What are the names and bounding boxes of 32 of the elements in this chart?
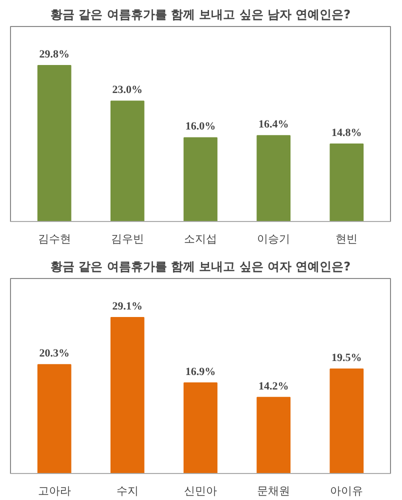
data-label: 16.9% [185, 366, 216, 378]
x-tick-label: 아이유 [330, 484, 364, 498]
x-tick-label: 소지섭 [184, 232, 217, 246]
data-label: 29.1% [112, 300, 143, 312]
data-label: 16.0% [185, 120, 216, 133]
x-tick-label: 고아라 [38, 484, 71, 498]
bar [184, 137, 218, 222]
x-tick-label: 수지 [116, 484, 138, 498]
bar [330, 368, 364, 474]
x-tick-label: 김수현 [38, 232, 71, 246]
bar [37, 364, 72, 474]
data-label: 16.4% [258, 118, 289, 131]
x-tick-label: 현빈 [336, 232, 358, 246]
bar [110, 100, 144, 222]
bar [256, 135, 291, 222]
data-label: 23.0% [112, 84, 143, 96]
bar [110, 317, 144, 474]
x-tick-label: 신민아 [184, 484, 217, 498]
data-label: 20.3% [39, 348, 70, 360]
chart-title: 황금 같은 여름휴가를 함께 보내고 싶은 여자 연예인은? [50, 260, 351, 274]
bar [37, 65, 72, 222]
data-label: 14.8% [332, 127, 362, 140]
data-label: 19.5% [332, 352, 362, 364]
x-tick-label: 이승기 [257, 232, 290, 246]
bar [330, 144, 364, 222]
data-label: 14.2% [258, 380, 289, 392]
bar [256, 396, 291, 474]
chart-title: 황금 같은 여름휴가를 함께 보내고 싶은 남자 연예인은? [50, 8, 351, 22]
x-tick-label: 김우빈 [110, 232, 144, 246]
bar [184, 382, 218, 474]
x-tick-label: 문채원 [257, 484, 290, 498]
data-label: 29.8% [39, 48, 70, 60]
